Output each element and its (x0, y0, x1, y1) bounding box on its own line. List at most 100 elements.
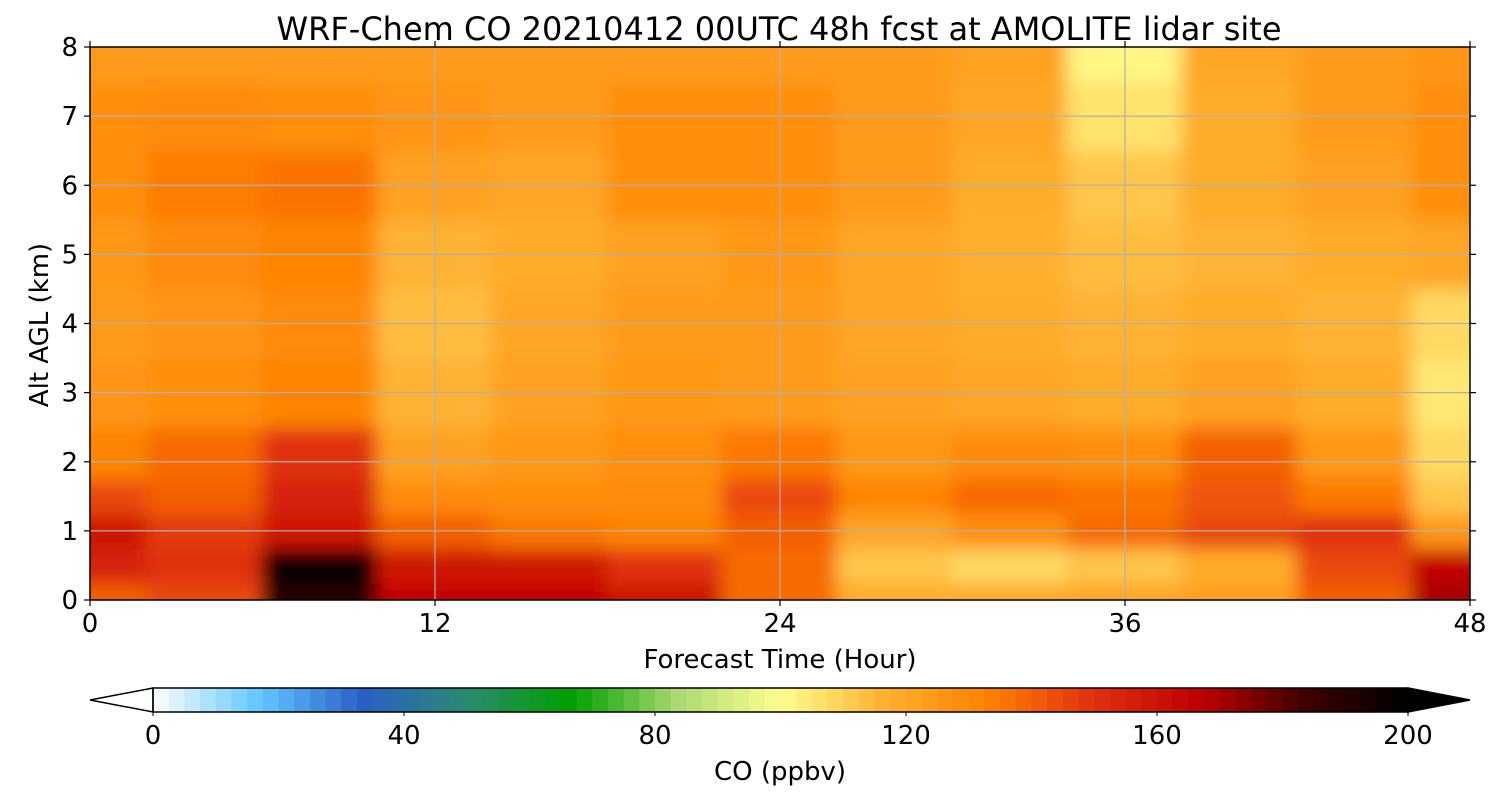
colorbar-swatch (780, 688, 797, 712)
colorbar-tick-label: 120 (881, 721, 931, 751)
colorbar-swatch (435, 688, 452, 712)
y-tick-label: 0 (61, 586, 78, 616)
x-tick-label: 36 (1108, 609, 1141, 639)
heatmap-cell (146, 478, 264, 515)
colorbar-lower-extension (89, 687, 154, 713)
heatmap-cell (1411, 426, 1470, 481)
colorbar-tick-label: 200 (1383, 721, 1433, 751)
colorbar-swatch (545, 688, 562, 712)
heatmap-cell (1296, 547, 1414, 584)
heatmap-cell (261, 547, 379, 584)
colorbar-swatch (1172, 688, 1189, 712)
colorbar-swatch (419, 688, 436, 712)
colorbar-swatch (623, 688, 640, 712)
heatmap-cell (261, 426, 379, 481)
colorbar-swatches (153, 688, 1409, 712)
heatmap-cell (836, 581, 954, 600)
heatmap-cell (1411, 478, 1470, 515)
colorbar-swatch (1157, 688, 1174, 712)
plot-area (90, 47, 1470, 600)
colorbar-swatch (168, 688, 185, 712)
y-tick-label: 2 (61, 448, 78, 478)
colorbar-tick-label: 40 (387, 721, 420, 751)
heatmap-cell (146, 47, 264, 83)
colorbar-swatch (466, 688, 484, 712)
colorbar-swatch (1188, 688, 1205, 712)
heatmap-cell (606, 47, 724, 83)
heatmap-cell (951, 581, 1069, 600)
colorbar-swatch (1376, 688, 1393, 712)
colorbar-swatch (1094, 688, 1111, 712)
colorbar-swatch (702, 688, 719, 712)
x-tick-label: 12 (418, 609, 451, 639)
colorbar-swatch (858, 688, 876, 712)
colorbar-swatch (215, 688, 233, 712)
colorbar-swatch (278, 688, 295, 712)
colorbar-swatch (309, 688, 327, 712)
colorbar-swatch (1282, 688, 1299, 712)
x-axis-label: Forecast Time (Hour) (643, 645, 916, 675)
heatmap-cell (261, 478, 379, 515)
heatmap-cell (951, 47, 1069, 83)
heatmap-cell (1411, 581, 1470, 600)
colorbar-swatch (1266, 688, 1284, 712)
colorbar-ticks: 0 40 80 120 160 200 (145, 712, 1433, 751)
colorbar-swatch (404, 688, 421, 712)
y-tick-label: 3 (61, 379, 78, 409)
colorbar-swatch (764, 688, 782, 712)
colorbar-swatch (1235, 688, 1252, 712)
colorbar-swatch (811, 688, 829, 712)
colorbar-swatch (827, 688, 844, 712)
colorbar-frame (152, 687, 1409, 713)
colorbar-swatch (372, 688, 389, 712)
heatmap-cell (836, 478, 954, 515)
colorbar-swatch (1204, 688, 1221, 712)
heatmap-cell (1181, 426, 1299, 481)
colorbar-swatch (498, 688, 515, 712)
colorbar-swatch (984, 688, 1001, 712)
colorbar-swatch (733, 688, 750, 712)
heatmap-cell (90, 478, 149, 515)
colorbar-swatch (1329, 688, 1346, 712)
heatmap-cell (261, 581, 379, 600)
heatmap-cell (951, 426, 1069, 481)
heatmap-cells (90, 47, 1470, 600)
heatmap-cell (836, 547, 954, 584)
colorbar-swatch (1345, 688, 1362, 712)
colorbar-swatch (1298, 688, 1315, 712)
colorbar-swatch (670, 688, 687, 712)
heatmap-cell (606, 426, 724, 481)
heatmap-cell (606, 581, 724, 600)
colorbar-swatch (482, 688, 499, 712)
colorbar-swatch (953, 688, 970, 712)
heatmap-cell (1296, 478, 1414, 515)
colorbar-swatch (1125, 688, 1142, 712)
colorbar-tick-label: 160 (1132, 721, 1182, 751)
colorbar-swatch (1392, 688, 1409, 712)
colorbar-swatch (560, 688, 578, 712)
heatmap-cell (491, 581, 609, 600)
colorbar-swatch (796, 688, 813, 712)
colorbar-swatch (200, 688, 217, 712)
colorbar-swatch (1219, 688, 1237, 712)
colorbar-tick-label: 80 (638, 721, 671, 751)
heatmap-cell (1181, 547, 1299, 584)
colorbar-swatch (843, 688, 860, 712)
colorbar-swatch (639, 688, 656, 712)
y-tick-label: 5 (61, 240, 78, 270)
chart-title: WRF-Chem CO 20210412 00UTC 48h fcst at A… (276, 10, 1281, 48)
heatmap-cell (90, 547, 149, 584)
colorbar-swatch (1031, 688, 1048, 712)
colorbar-swatch (153, 688, 170, 712)
heatmap-cell (836, 47, 954, 83)
y-tick-label: 7 (61, 102, 78, 132)
heatmap-cell (261, 47, 379, 83)
colorbar-swatch (1109, 688, 1127, 712)
colorbar-swatch (341, 688, 358, 712)
colorbar-swatch (890, 688, 907, 712)
heatmap-cell (951, 478, 1069, 515)
heatmap-cell (606, 478, 724, 515)
x-tick-label: 0 (82, 609, 99, 639)
colorbar-swatch (1251, 688, 1268, 712)
colorbar-swatch (1062, 688, 1080, 712)
